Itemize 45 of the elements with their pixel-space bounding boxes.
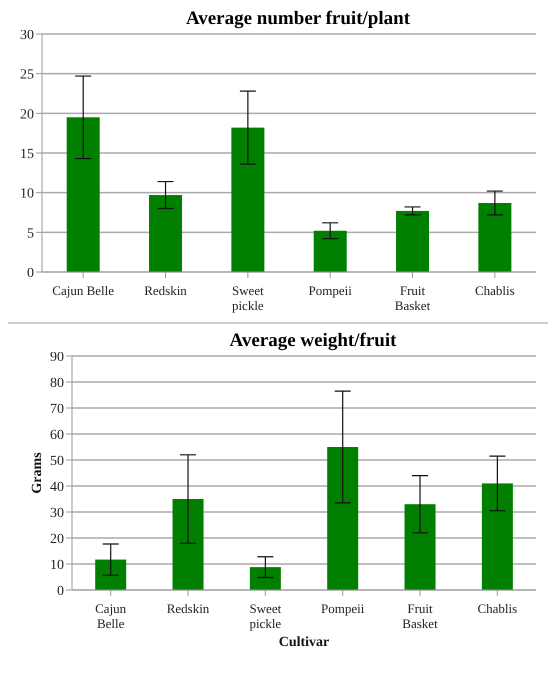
- y-tick-label: 80: [50, 376, 64, 391]
- bar: [250, 567, 281, 590]
- x-tick-label: Chablis: [477, 601, 518, 616]
- x-tick-label: Cajun Belle: [95, 601, 127, 631]
- x-tick-label: Redskin: [166, 601, 210, 616]
- x-tick-label: Pompeii: [320, 601, 365, 616]
- y-tick-label: 30: [50, 506, 64, 521]
- y-tick-label: 0: [27, 266, 34, 281]
- y-tick-label: 20: [50, 532, 64, 547]
- bar: [66, 117, 100, 272]
- y-tick-label: 40: [50, 480, 64, 495]
- bar: [396, 210, 430, 272]
- x-tick-label: Sweet pickle: [249, 601, 282, 631]
- y-tick-label: 15: [20, 146, 34, 162]
- y-tick-label: 50: [50, 454, 64, 469]
- x-tick-label: Chablis: [474, 283, 515, 298]
- y-tick-label: 20: [20, 107, 34, 122]
- y-tick-label: 70: [50, 402, 64, 417]
- bar: [231, 128, 264, 272]
- x-tick-label: Fruit Basket: [402, 601, 438, 631]
- x-tick-label: Fruit Basket: [394, 283, 431, 313]
- y-tick-label: 60: [50, 428, 64, 443]
- y-axis-title: Grams: [30, 452, 45, 494]
- chart-title: Average weight/fruit: [228, 330, 398, 352]
- bar: [327, 447, 358, 590]
- x-tick-label: Sweet pickle: [232, 283, 264, 313]
- bar: [314, 230, 347, 272]
- bar: [95, 560, 126, 590]
- y-tick-label: 10: [50, 558, 64, 573]
- bar: [482, 483, 513, 590]
- bar: [404, 504, 436, 590]
- x-axis-title: Cultivar: [278, 634, 330, 650]
- y-tick-label: 10: [20, 186, 34, 202]
- x-tick-label: Redskin: [144, 283, 188, 298]
- bar: [172, 499, 204, 590]
- bar: [149, 195, 182, 272]
- y-tick-label: 5: [27, 226, 34, 242]
- chart-title: Average number fruit/plant: [184, 8, 412, 30]
- y-tick-label: 25: [20, 68, 34, 83]
- y-tick-label: 0: [57, 584, 64, 599]
- x-tick-label: Cajun Belle: [52, 283, 114, 298]
- y-tick-label: 30: [20, 28, 34, 43]
- y-tick-label: 90: [50, 350, 64, 365]
- bar: [478, 202, 512, 272]
- x-tick-label: Pompeii: [308, 283, 352, 298]
